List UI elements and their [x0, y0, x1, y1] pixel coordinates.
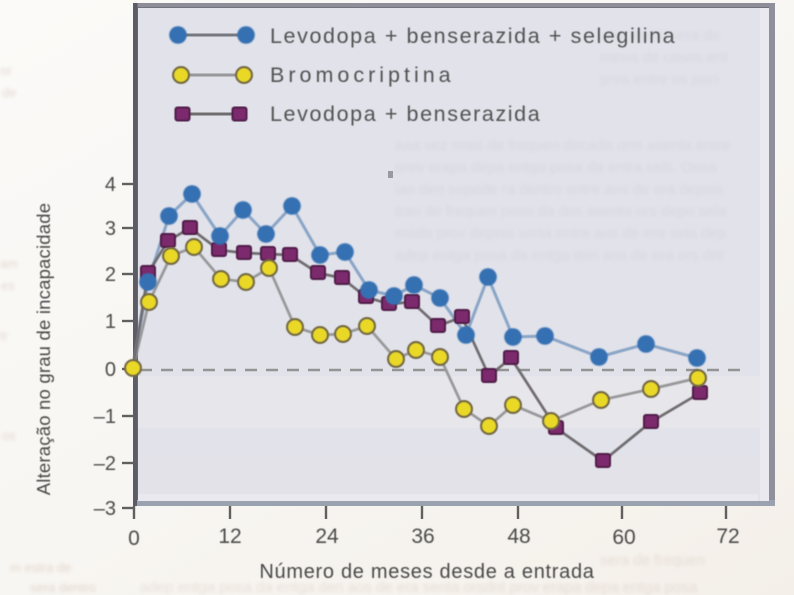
- svg-text:1: 1: [105, 311, 116, 333]
- svg-text:Levodopa + benserazida: Levodopa + benserazida: [270, 102, 541, 126]
- svg-text:Número de meses desde a entrad: Número de meses desde a entrada: [259, 561, 594, 583]
- svg-text:sera de frequen: sera de frequen: [600, 552, 705, 569]
- svg-text:prva entre os paci: prva entre os paci: [600, 71, 719, 88]
- svg-text:es: es: [1, 278, 15, 293]
- svg-text:os: os: [2, 428, 16, 443]
- svg-text:m estra de: m estra de: [10, 560, 71, 575]
- svg-text:una asnto sera de: una asnto sera de: [600, 27, 720, 44]
- svg-text:adep entga posa da entga den a: adep entga posa da entga den aos de era …: [140, 579, 698, 595]
- svg-text:Alteração no grau de incapacid: Alteração no grau de incapacidade: [33, 203, 54, 496]
- svg-text:–2: –2: [94, 453, 116, 475]
- svg-text:0: 0: [105, 359, 116, 381]
- svg-text:2: 2: [105, 264, 116, 286]
- svg-text:24: 24: [315, 525, 339, 548]
- svg-text:Bromocriptina: Bromocriptina: [270, 63, 455, 87]
- svg-text:mada prov depois sorta entre a: mada prov depois sorta entre aos de era …: [395, 225, 726, 242]
- svg-text:aaa vez mais de frequen decada: aaa vez mais de frequen decada orm asent…: [395, 137, 730, 154]
- svg-text:36: 36: [411, 525, 434, 548]
- svg-text:–3: –3: [94, 498, 116, 520]
- svg-text:60: 60: [612, 526, 635, 549]
- svg-text:trao de frequen posa da dos as: trao de frequen posa da dos asenta ors d…: [395, 203, 727, 220]
- svg-text:4: 4: [105, 174, 116, 196]
- svg-text:3: 3: [105, 218, 116, 240]
- svg-text:iao den sopede ra dentro entre: iao den sopede ra dentro entre aos de er…: [395, 181, 724, 198]
- svg-text:72: 72: [716, 525, 739, 548]
- svg-text:0: 0: [128, 527, 140, 550]
- svg-text:prov erapa depa entga posa da: prov erapa depa entga posa da entra sels…: [395, 159, 718, 176]
- svg-text:de: de: [2, 85, 16, 100]
- svg-text:am: am: [0, 256, 18, 271]
- svg-text:or: or: [0, 63, 12, 78]
- svg-text:sera dentro: sera dentro: [30, 580, 96, 595]
- svg-text:tr: tr: [0, 328, 9, 343]
- svg-text:adep entga posa da entga den a: adep entga posa da entga den aos de era …: [395, 247, 724, 264]
- svg-text:48: 48: [507, 525, 530, 548]
- svg-text:–1: –1: [94, 406, 116, 428]
- svg-text:mtroa de casos ent: mtroa de casos ent: [600, 49, 728, 66]
- svg-text:12: 12: [218, 525, 241, 548]
- svg-text:Levodopa + benserazida + seleg: Levodopa + benserazida + selegilina: [270, 24, 676, 48]
